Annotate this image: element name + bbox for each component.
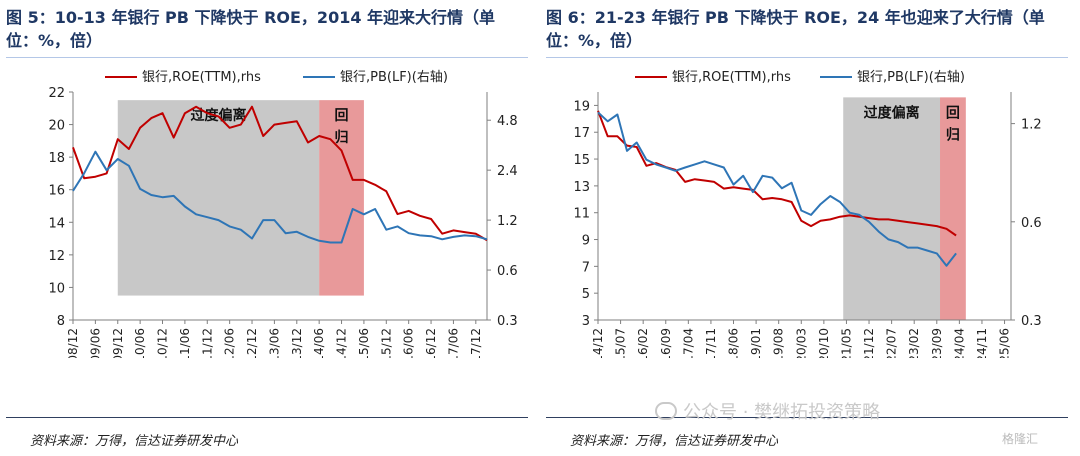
pb-series-line — [72, 150, 488, 244]
x-tick-label: 2015/07 — [614, 328, 628, 358]
x-tick-label: 2008/12 — [66, 328, 80, 358]
x-tick-label: 2012/06 — [223, 328, 237, 358]
legend-label-pb: 银行,PB(LF)(右轴) — [340, 70, 448, 85]
y-left-tick-label: 16 — [48, 184, 65, 199]
figure-title: 图 5：10-13 年银行 PB 下降快于 ROE，2014 年迎来大行情（单位… — [6, 8, 496, 50]
y-right-tick-label: 4.8 — [497, 114, 518, 129]
x-tick-label: 2025/06 — [998, 328, 1012, 358]
band-label: 回 — [946, 105, 960, 121]
x-tick-label: 2017/04 — [681, 328, 695, 358]
x-tick-label: 2017/11 — [704, 328, 718, 358]
chart-panel-2: 图 6：21-23 年银行 PB 下降快于 ROE，24 年也迎来了大行情（单位… — [540, 0, 1080, 456]
x-tick-label: 2024/11 — [975, 328, 989, 358]
corner-badge: 格隆汇 — [1002, 432, 1039, 446]
y-left-tick-label: 13 — [573, 180, 590, 195]
x-tick-label: 2024/04 — [952, 328, 966, 358]
x-tick-label: 2017/06 — [446, 328, 460, 358]
y-left-tick-label: 11 — [573, 207, 590, 222]
source-note: 资料来源：万得，信达证券研发中心 — [30, 434, 239, 449]
legend-label-roe: 银行,ROE(TTM),rhs — [672, 70, 791, 85]
roe-series-line — [72, 105, 488, 242]
y-right-tick-label: 0.6 — [1021, 216, 1042, 231]
x-tick-label: 2017/12 — [469, 328, 483, 358]
band-label: 过度偏离 — [864, 104, 920, 121]
x-tick-label: 2015/06 — [357, 328, 371, 358]
x-tick-label: 2014/12 — [335, 328, 349, 358]
x-tick-label: 2014/12 — [591, 328, 605, 358]
x-tick-label: 2009/06 — [88, 328, 102, 358]
y-right-tick-label: 2.4 — [497, 164, 518, 179]
wechat-icon — [655, 402, 677, 420]
x-tick-label: 2020/03 — [794, 328, 808, 358]
y-left-tick-label: 22 — [48, 86, 65, 101]
x-tick-label: 2011/06 — [178, 328, 192, 358]
x-tick-label: 2010/12 — [156, 328, 170, 358]
band-label: 归 — [946, 126, 960, 143]
x-tick-label: 2023/02 — [907, 328, 921, 358]
deviation-band — [843, 97, 941, 320]
legend-label-pb: 银行,PB(LF)(右轴) — [857, 70, 965, 85]
y-left-tick-label: 19 — [573, 99, 590, 114]
y-left-tick-label: 17 — [573, 126, 590, 141]
y-right-tick-label: 0.6 — [497, 264, 518, 279]
y-left-tick-label: 10 — [48, 281, 65, 296]
reversion-band — [940, 97, 966, 320]
legend-label-roe: 银行,ROE(TTM),rhs — [142, 70, 261, 85]
x-tick-label: 2022/07 — [885, 328, 899, 358]
x-tick-label: 2021/05 — [839, 328, 853, 358]
y-left-tick-label: 7 — [582, 260, 590, 275]
line-chart-2: 过度偏离 回归 3 5 7 9 11 13 15 17 19 0.3 0.6 1.2 2014/12 2015… — [573, 70, 1042, 358]
x-tick-label: 2013/12 — [290, 328, 304, 358]
source-note: 资料来源：万得，信达证券研发中心 — [570, 434, 779, 449]
x-tick-label: 2018/06 — [727, 328, 741, 358]
source-rule — [546, 417, 1068, 418]
y-left-tick-label: 18 — [48, 151, 65, 166]
y-right-tick-label: 0.3 — [1021, 314, 1042, 329]
band-label: 回 — [335, 108, 349, 124]
pb-series-line — [597, 111, 957, 267]
y-left-tick-label: 12 — [48, 249, 65, 264]
figure-title: 图 6：21-23 年银行 PB 下降快于 ROE，24 年也迎来了大行情（单位… — [546, 8, 1045, 50]
x-tick-label: 2012/12 — [245, 328, 259, 358]
band-label: 归 — [335, 129, 349, 146]
x-tick-label: 2014/06 — [312, 328, 326, 358]
x-tick-label: 2016/02 — [636, 328, 650, 358]
x-tick-label: 2013/06 — [267, 328, 281, 358]
reversion-band — [319, 100, 364, 296]
x-tick-label: 2019/08 — [772, 328, 786, 358]
x-tick-label: 2020/10 — [817, 328, 831, 358]
source-rule — [6, 417, 528, 418]
y-left-tick-label: 5 — [582, 287, 590, 302]
deviation-band — [117, 100, 320, 296]
x-tick-label: 2009/12 — [111, 328, 125, 358]
y-left-tick-label: 15 — [573, 153, 590, 168]
x-tick-label: 2019/01 — [749, 328, 763, 358]
x-tick-label: 2016/09 — [659, 328, 673, 358]
x-tick-label: 2021/12 — [862, 328, 876, 358]
title-rule — [546, 57, 1068, 58]
x-tick-label: 2023/09 — [930, 328, 944, 358]
x-tick-label: 2016/12 — [424, 328, 438, 358]
chart-panel-1: 图 5：10-13 年银行 PB 下降快于 ROE，2014 年迎来大行情（单位… — [6, 8, 528, 449]
y-left-tick-label: 3 — [582, 314, 590, 329]
y-right-tick-label: 1.2 — [497, 214, 518, 229]
title-rule — [6, 57, 528, 58]
y-left-tick-label: 8 — [57, 314, 65, 329]
x-tick-label: 2010/06 — [133, 328, 147, 358]
y-right-tick-label: 1.2 — [1021, 118, 1042, 133]
watermark-text: 公众号 · 樊继拓投资策略 — [683, 402, 881, 423]
y-right-tick-label: 0.3 — [497, 314, 518, 329]
x-tick-label: 2015/12 — [379, 328, 393, 358]
watermark: 公众号 · 樊继拓投资策略 — [655, 398, 880, 424]
y-left-tick-label: 9 — [582, 234, 590, 249]
x-tick-label: 2011/12 — [200, 328, 214, 358]
y-left-tick-label: 20 — [48, 119, 65, 134]
y-left-tick-label: 14 — [48, 216, 65, 231]
x-tick-label: 2016/06 — [402, 328, 416, 358]
line-chart-1: 过度偏离 回归8101214161820220.30.61.22.44.82008… — [48, 70, 518, 358]
roe-series-line — [597, 110, 957, 237]
